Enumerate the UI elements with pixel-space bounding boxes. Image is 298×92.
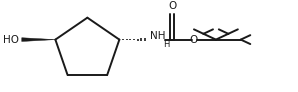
Text: NH: NH (150, 31, 166, 41)
Text: O: O (190, 35, 198, 45)
Text: O: O (168, 1, 176, 11)
Polygon shape (22, 38, 55, 41)
Text: H: H (164, 40, 170, 49)
Text: HO: HO (3, 35, 19, 45)
